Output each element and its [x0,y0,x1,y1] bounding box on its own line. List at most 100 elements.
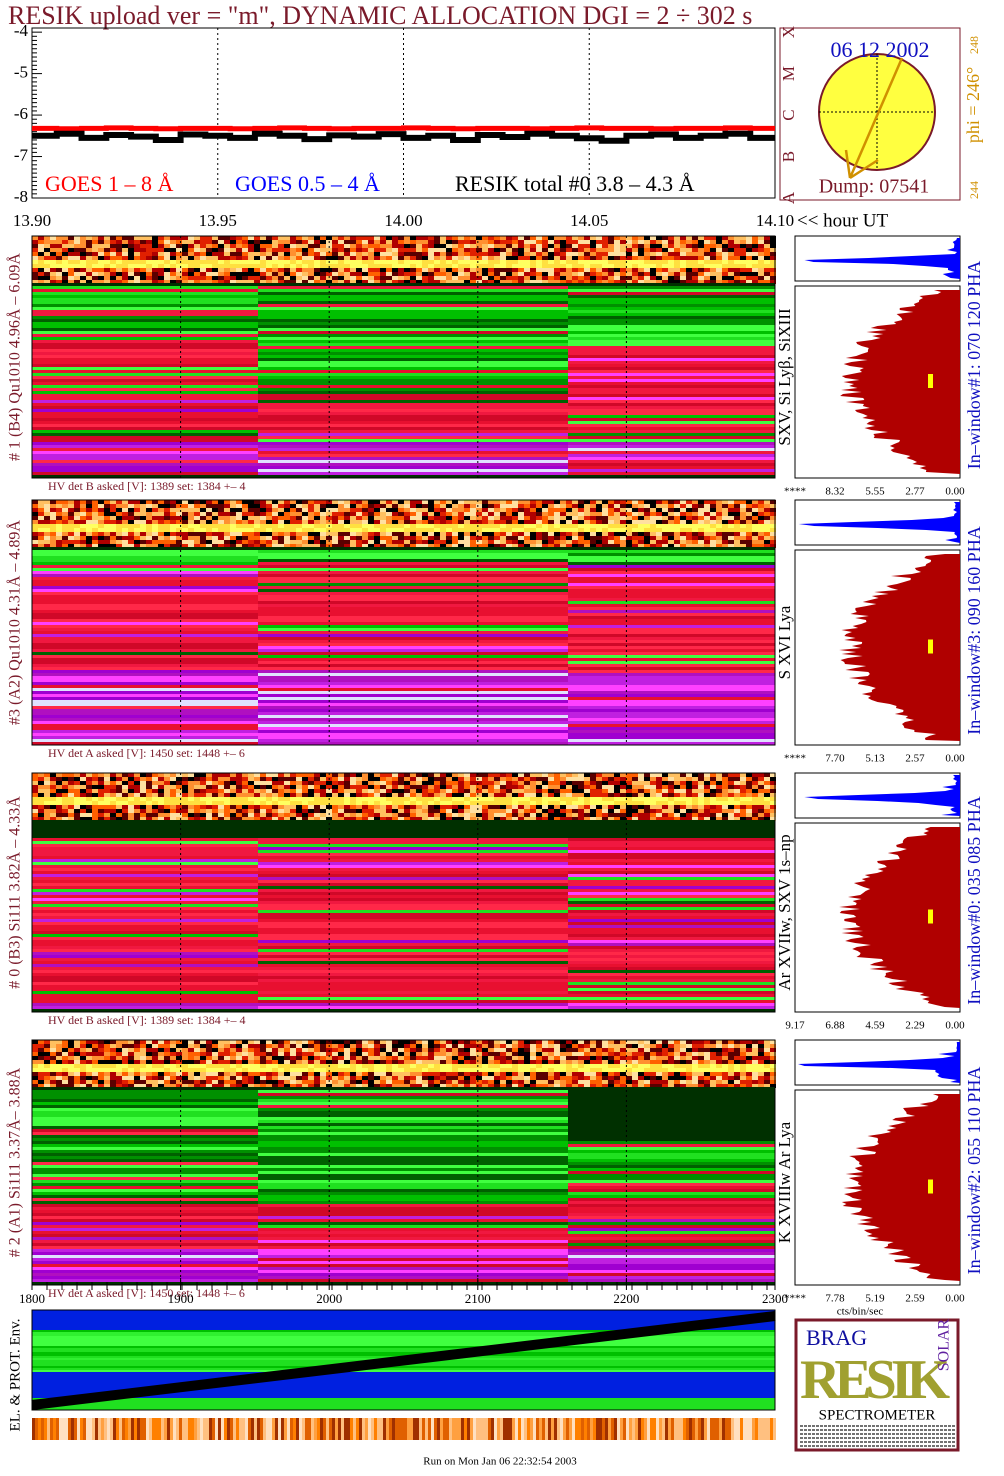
noise-cell [578,504,584,508]
noise-cell [746,813,752,817]
spectro-row [32,565,258,568]
noise-cell [386,781,392,785]
noise-cell [656,544,662,548]
noise-cell [752,773,758,777]
noise-cell [158,244,164,248]
noise-cell [506,268,512,272]
noise-cell [56,773,62,777]
noise-cell [608,500,614,504]
spectro-row [258,742,568,745]
noise-cell [32,540,38,544]
noise-cell [332,805,338,809]
noise-cell [488,264,494,268]
spectro-row [258,370,568,373]
noise-cell [296,516,302,520]
noise-cell [62,508,68,512]
noise-cell [698,524,704,528]
noise-cell [728,781,734,785]
noise-cell [368,244,374,248]
noise-cell [536,801,542,805]
hist-tick-label: **** [784,753,806,765]
noise-cell [176,781,182,785]
noise-cell [80,785,86,789]
noise-cell [68,248,74,252]
noise-cell [620,536,626,540]
noise-cell [518,268,524,272]
spectro-row [32,733,258,736]
noise-cell [176,280,182,284]
noise-cell [392,801,398,805]
noise-cell [206,512,212,516]
noise-cell [602,536,608,540]
noise-cell [668,260,674,264]
noise-cell [242,512,248,516]
noise-cell [470,801,476,805]
noise-cell [728,536,734,540]
noise-cell [38,540,44,544]
noise-cell [284,236,290,240]
spectro-row [258,658,568,661]
noise-cell [764,536,770,540]
noise-cell [500,528,506,532]
spectro-row [32,388,258,391]
noise-cell [584,773,590,777]
spectro-row [258,616,568,619]
noise-cell [722,240,728,244]
noise-cell [398,540,404,544]
noise-cell [530,817,536,821]
noise-cell [746,793,752,797]
noise-cell [218,524,224,528]
noise-cell [512,520,518,524]
noise-cell [680,240,686,244]
spectro-row [32,571,258,574]
noise-cell [122,793,128,797]
noise-cell [92,532,98,536]
noise-cell [254,256,260,260]
noise-cell [500,544,506,548]
noise-cell [674,781,680,785]
noise-cell [668,264,674,268]
noise-cell [698,540,704,544]
noise-cell [734,528,740,532]
noise-cell [596,789,602,793]
noise-cell [746,256,752,260]
noise-cell [62,801,68,805]
noise-cell [464,236,470,240]
noise-cell [314,524,320,528]
noise-cell [530,781,536,785]
noise-cell [512,773,518,777]
noise-cell [434,260,440,264]
noise-cell [656,797,662,801]
noise-cell [92,516,98,520]
noise-cell [590,244,596,248]
noise-cell [212,264,218,268]
noise-cell [530,268,536,272]
spectro-row [568,619,775,622]
spectro-row [258,676,568,679]
noise-cell [446,805,452,809]
noise-cell [206,504,212,508]
noise-cell [386,817,392,821]
noise-cell [182,793,188,797]
noise-cell [626,540,632,544]
noise-cell [380,244,386,248]
noise-cell [470,244,476,248]
noise-cell [230,508,236,512]
noise-cell [158,520,164,524]
noise-cell [356,500,362,504]
noise-cell [134,520,140,524]
noise-cell [686,272,692,276]
noise-cell [44,524,50,528]
noise-cell [206,248,212,252]
spectro-row [258,739,568,742]
noise-cell [512,280,518,284]
spectro-row [568,586,775,589]
noise-cell [434,817,440,821]
noise-cell [176,536,182,540]
noise-cell [506,500,512,504]
noise-cell [578,781,584,785]
noise-cell [290,809,296,813]
noise-cell [614,781,620,785]
noise-cell [50,280,56,284]
noise-cell [554,252,560,256]
